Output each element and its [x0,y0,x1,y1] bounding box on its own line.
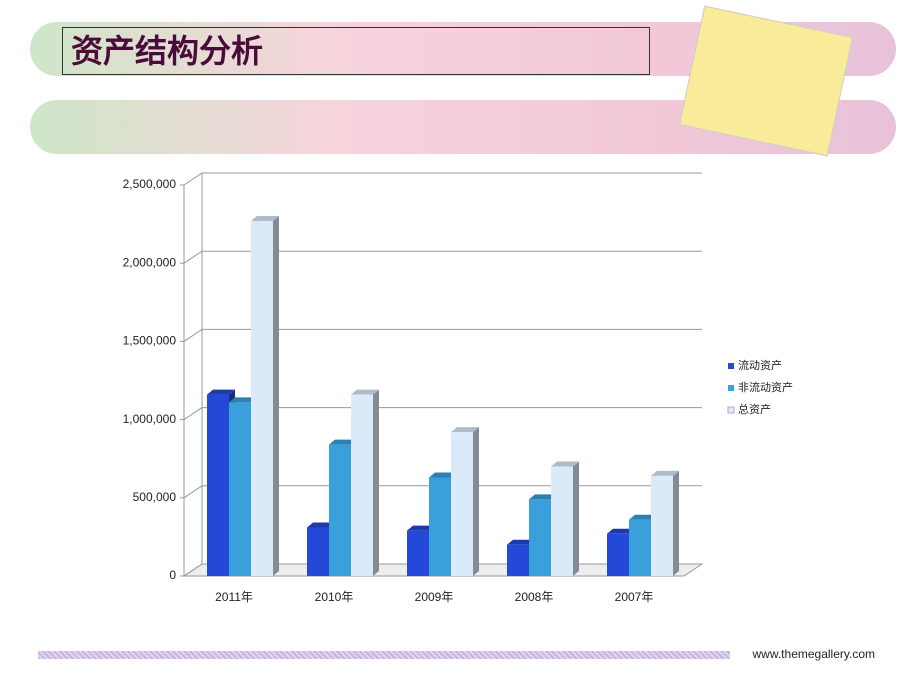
grid-diag [183,172,203,186]
bar [251,220,273,577]
y-tick-label: 2,500,000 [123,177,177,191]
grid-diag [183,328,203,342]
bar [307,527,329,576]
bar [451,432,473,576]
y-tick-label: 500,000 [133,490,177,504]
bar-top [429,472,457,478]
bar-side [273,215,279,577]
legend-label: 流动资产 [738,358,782,372]
bar-top [651,470,679,476]
bar-side [673,470,679,576]
bar [429,477,451,576]
bar-top [351,389,379,395]
footer-bar [38,651,730,659]
bar-side [473,427,479,576]
grid-diag [183,407,203,421]
bar-top [629,514,657,520]
y-tick-label: 0 [169,568,176,582]
grid-diag [183,250,203,264]
legend-swatch [728,385,734,391]
bar [207,394,229,576]
bar-top [307,522,335,528]
grid-diag [183,485,203,499]
bar-top [551,461,579,467]
bar-top [329,439,357,445]
bar [507,544,529,576]
bar [607,533,629,576]
bar-top [607,528,635,534]
bar-top [229,397,257,403]
y-tick-label: 1,000,000 [123,412,177,426]
x-tick-label: 2011年 [215,590,253,604]
bar-top [451,427,479,433]
axis-wall [183,185,203,577]
grid-diag [183,563,203,577]
bar [651,475,673,576]
bar-side [573,461,579,576]
legend-swatch [728,363,734,369]
bar [329,444,351,576]
x-tick-label: 2010年 [315,590,354,604]
bar [529,499,551,576]
bar-top [251,215,279,221]
bar [407,530,429,576]
bar-top [207,389,235,395]
legend-label: 非流动资产 [738,380,793,394]
bar-top [507,539,535,545]
bar [551,466,573,576]
footer-link: www.themegallery.com [752,647,875,661]
y-tick-label: 1,500,000 [123,334,177,348]
bar-top [407,525,435,531]
x-tick-label: 2007年 [615,590,654,604]
x-tick-label: 2008年 [515,590,554,604]
x-tick-label: 2009年 [415,590,454,604]
bar [351,394,373,576]
bar-top [529,494,557,500]
bar [629,519,651,576]
bar-side [373,389,379,576]
slide-title: 资产结构分析 [62,27,650,75]
legend-label: 总资产 [738,402,771,416]
bar [229,402,251,576]
legend-swatch [727,406,735,414]
y-tick-label: 2,000,000 [123,255,177,269]
